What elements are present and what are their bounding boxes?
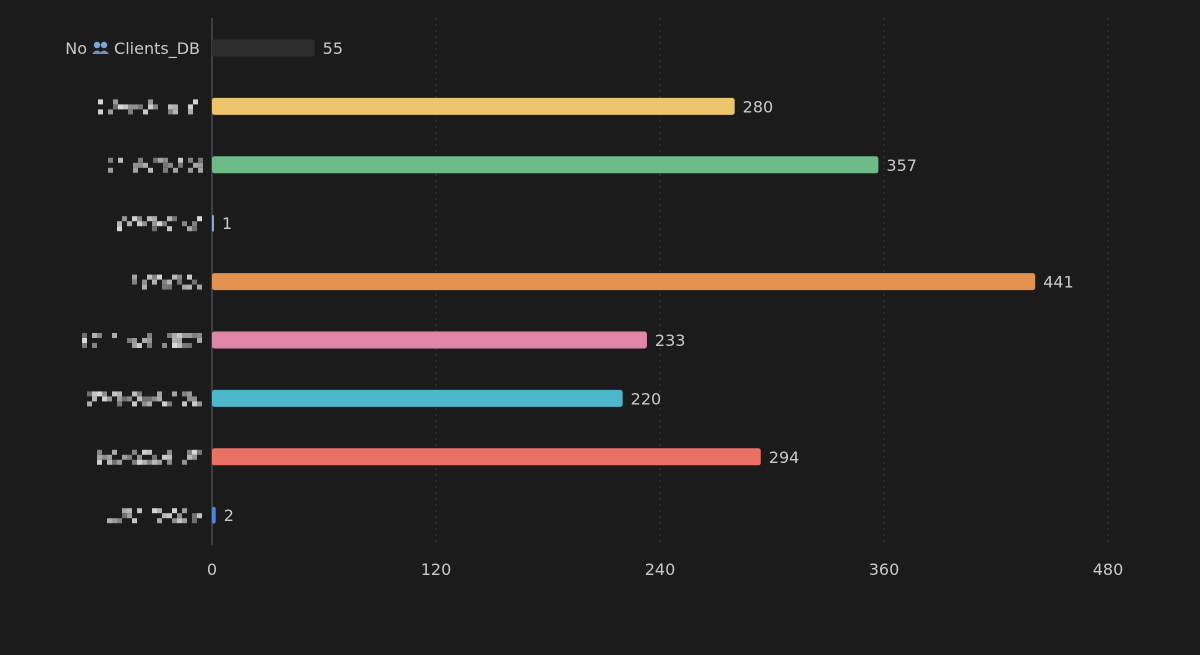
redacted-label bbox=[97, 450, 202, 465]
redacted-label bbox=[107, 508, 202, 523]
redacted-label bbox=[117, 216, 202, 231]
x-axis-ticks: 0 120 240 360 480 bbox=[207, 560, 1123, 579]
redacted-label bbox=[108, 158, 203, 173]
x-tick-label: 360 bbox=[869, 560, 900, 579]
x-tick-label: 0 bbox=[207, 560, 217, 579]
x-tick-label: 480 bbox=[1093, 560, 1124, 579]
value-label: 280 bbox=[743, 97, 774, 116]
value-label: 1 bbox=[222, 214, 232, 233]
bar[interactable] bbox=[212, 332, 647, 349]
bar[interactable] bbox=[212, 507, 216, 524]
redacted-label bbox=[87, 391, 202, 406]
category-labels: Clients_DB No bbox=[65, 39, 203, 523]
bar[interactable] bbox=[212, 98, 735, 115]
value-label: 220 bbox=[631, 389, 662, 408]
x-tick-label: 240 bbox=[645, 560, 676, 579]
category-label-suffix: Clients_DB bbox=[114, 39, 200, 59]
redacted-label bbox=[98, 99, 198, 114]
bar[interactable] bbox=[212, 40, 315, 57]
value-label: 2 bbox=[224, 506, 234, 525]
redacted-label bbox=[82, 333, 202, 348]
bar[interactable] bbox=[212, 448, 761, 465]
category-label: Clients_DB No bbox=[65, 39, 200, 59]
bar[interactable] bbox=[212, 273, 1035, 290]
x-tick-label: 120 bbox=[421, 560, 452, 579]
bar[interactable] bbox=[212, 390, 623, 407]
bars bbox=[212, 40, 1035, 524]
value-label: 441 bbox=[1043, 273, 1074, 292]
redacted-label bbox=[132, 275, 202, 290]
value-label: 233 bbox=[655, 331, 686, 350]
category-label-text: No bbox=[65, 39, 87, 58]
people-icon bbox=[92, 42, 109, 54]
value-label: 55 bbox=[323, 39, 343, 58]
value-label: 294 bbox=[769, 448, 800, 467]
bar[interactable] bbox=[212, 156, 878, 173]
value-label: 357 bbox=[886, 156, 917, 175]
bar[interactable] bbox=[212, 215, 214, 232]
